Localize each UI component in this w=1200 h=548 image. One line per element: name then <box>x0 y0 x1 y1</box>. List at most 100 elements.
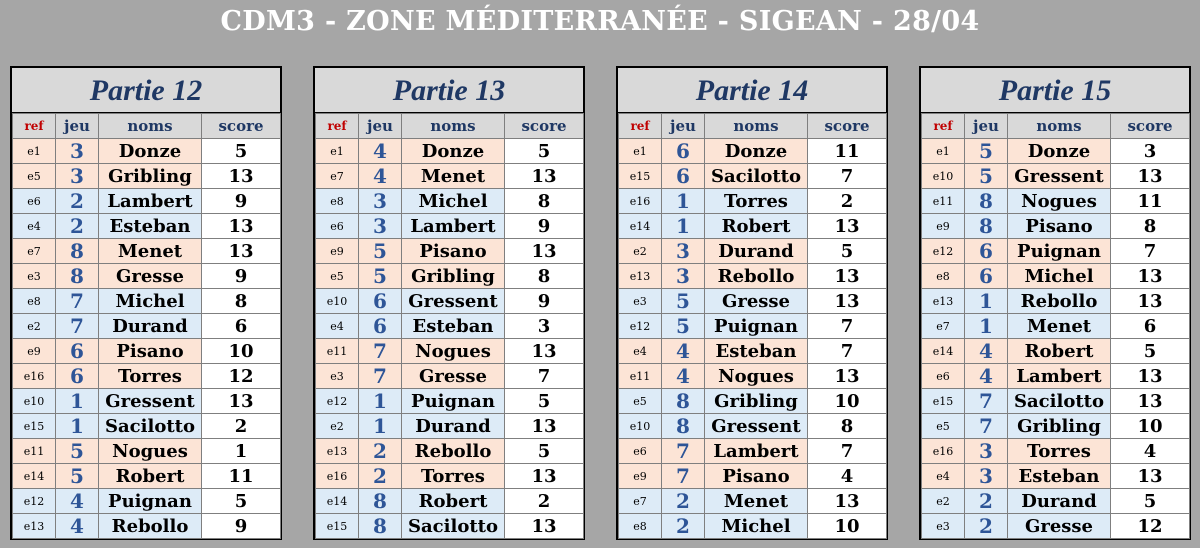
header-ref: ref <box>315 113 359 139</box>
ref-cell: e7 <box>921 313 965 339</box>
player-name-cell: Robert <box>1007 338 1111 364</box>
table-row: e7 2 Menet 13 <box>618 488 887 514</box>
ref-cell: e2 <box>315 413 359 439</box>
player-name-cell: Sacilotto <box>1007 388 1111 414</box>
score-cell: 13 <box>1110 388 1190 414</box>
player-name-cell: Esteban <box>98 213 202 239</box>
jeu-cell: 5 <box>661 313 705 339</box>
jeu-cell: 2 <box>358 463 402 489</box>
ref-cell: e15 <box>921 388 965 414</box>
table-row: e4 6 Esteban 3 <box>315 313 584 339</box>
table-row: e13 1 Rebollo 13 <box>921 288 1190 314</box>
table-row: e11 7 Nogues 13 <box>315 338 584 364</box>
player-name-cell: Gressent <box>1007 163 1111 189</box>
header-jeu: jeu <box>964 113 1008 139</box>
table-row: e1 5 Donze 3 <box>921 138 1190 164</box>
jeu-cell: 2 <box>964 488 1008 514</box>
player-name-cell: Robert <box>98 463 202 489</box>
table-row: e5 5 Gribling 8 <box>315 263 584 289</box>
ref-cell: e8 <box>618 513 662 539</box>
player-name-cell: Michel <box>98 288 202 314</box>
score-cell: 9 <box>201 188 281 214</box>
partie-table: ref jeu noms score e1 3 Donze 5 e5 3 Gribling 13 e6 2… <box>12 113 281 539</box>
ref-cell: e12 <box>12 488 56 514</box>
score-cell: 7 <box>807 438 887 464</box>
ref-cell: e13 <box>12 513 56 539</box>
table-header-row: ref jeu noms score <box>921 113 1190 139</box>
score-cell: 5 <box>807 238 887 264</box>
player-name-cell: Gressent <box>704 413 808 439</box>
score-cell: 7 <box>1110 238 1190 264</box>
jeu-cell: 1 <box>55 413 99 439</box>
player-name-cell: Nogues <box>401 338 505 364</box>
score-cell: 13 <box>807 288 887 314</box>
player-name-cell: Torres <box>401 463 505 489</box>
score-cell: 8 <box>1110 213 1190 239</box>
score-cell: 8 <box>504 188 584 214</box>
player-name-cell: Lambert <box>704 438 808 464</box>
score-cell: 10 <box>807 513 887 539</box>
table-row: e8 3 Michel 8 <box>315 188 584 214</box>
partie-title: Partie 12 <box>12 68 280 113</box>
ref-cell: e4 <box>618 338 662 364</box>
table-row: e6 2 Lambert 9 <box>12 188 281 214</box>
ref-cell: e9 <box>618 463 662 489</box>
header-jeu: jeu <box>661 113 705 139</box>
jeu-cell: 7 <box>358 363 402 389</box>
jeu-cell: 2 <box>661 488 705 514</box>
table-row: e11 5 Nogues 1 <box>12 438 281 464</box>
score-cell: 12 <box>1110 513 1190 539</box>
ref-cell: e4 <box>315 313 359 339</box>
ref-cell: e10 <box>921 163 965 189</box>
score-cell: 13 <box>807 488 887 514</box>
score-cell: 5 <box>201 488 281 514</box>
player-name-cell: Nogues <box>1007 188 1111 214</box>
player-name-cell: Torres <box>704 188 808 214</box>
score-cell: 5 <box>504 438 584 464</box>
player-name-cell: Robert <box>704 213 808 239</box>
jeu-cell: 2 <box>661 513 705 539</box>
header-score: score <box>201 113 281 139</box>
table-row: e11 4 Nogues 13 <box>618 363 887 389</box>
table-header-row: ref jeu noms score <box>315 113 584 139</box>
ref-cell: e8 <box>12 288 56 314</box>
player-name-cell: Puignan <box>704 313 808 339</box>
jeu-cell: 3 <box>55 163 99 189</box>
score-cell: 13 <box>504 163 584 189</box>
ref-cell: e6 <box>315 213 359 239</box>
jeu-cell: 2 <box>964 513 1008 539</box>
score-cell: 7 <box>807 313 887 339</box>
header-score: score <box>504 113 584 139</box>
ref-cell: e5 <box>315 263 359 289</box>
score-cell: 8 <box>807 413 887 439</box>
jeu-cell: 6 <box>964 263 1008 289</box>
table-row: e7 1 Menet 6 <box>921 313 1190 339</box>
jeu-cell: 4 <box>661 338 705 364</box>
ref-cell: e8 <box>921 263 965 289</box>
player-name-cell: Menet <box>704 488 808 514</box>
score-cell: 2 <box>201 413 281 439</box>
header-noms: noms <box>704 113 808 139</box>
score-cell: 2 <box>504 488 584 514</box>
player-name-cell: Durand <box>704 238 808 264</box>
header-jeu: jeu <box>358 113 402 139</box>
jeu-cell: 5 <box>358 238 402 264</box>
player-name-cell: Torres <box>1007 438 1111 464</box>
jeu-cell: 6 <box>358 288 402 314</box>
partie-panel: Partie 14 ref jeu noms score e1 6 Donze 11 e15 6 Sa… <box>616 66 888 540</box>
ref-cell: e3 <box>921 513 965 539</box>
header-score: score <box>1110 113 1190 139</box>
table-row: e7 4 Menet 13 <box>315 163 584 189</box>
score-cell: 2 <box>807 188 887 214</box>
jeu-cell: 8 <box>55 238 99 264</box>
score-cell: 13 <box>1110 263 1190 289</box>
ref-cell: e6 <box>921 363 965 389</box>
table-row: e14 5 Robert 11 <box>12 463 281 489</box>
table-row: e2 2 Durand 5 <box>921 488 1190 514</box>
header-ref: ref <box>618 113 662 139</box>
ref-cell: e6 <box>618 438 662 464</box>
player-name-cell: Donze <box>1007 138 1111 164</box>
score-cell: 11 <box>201 463 281 489</box>
ref-cell: e2 <box>12 313 56 339</box>
table-row: e16 6 Torres 12 <box>12 363 281 389</box>
